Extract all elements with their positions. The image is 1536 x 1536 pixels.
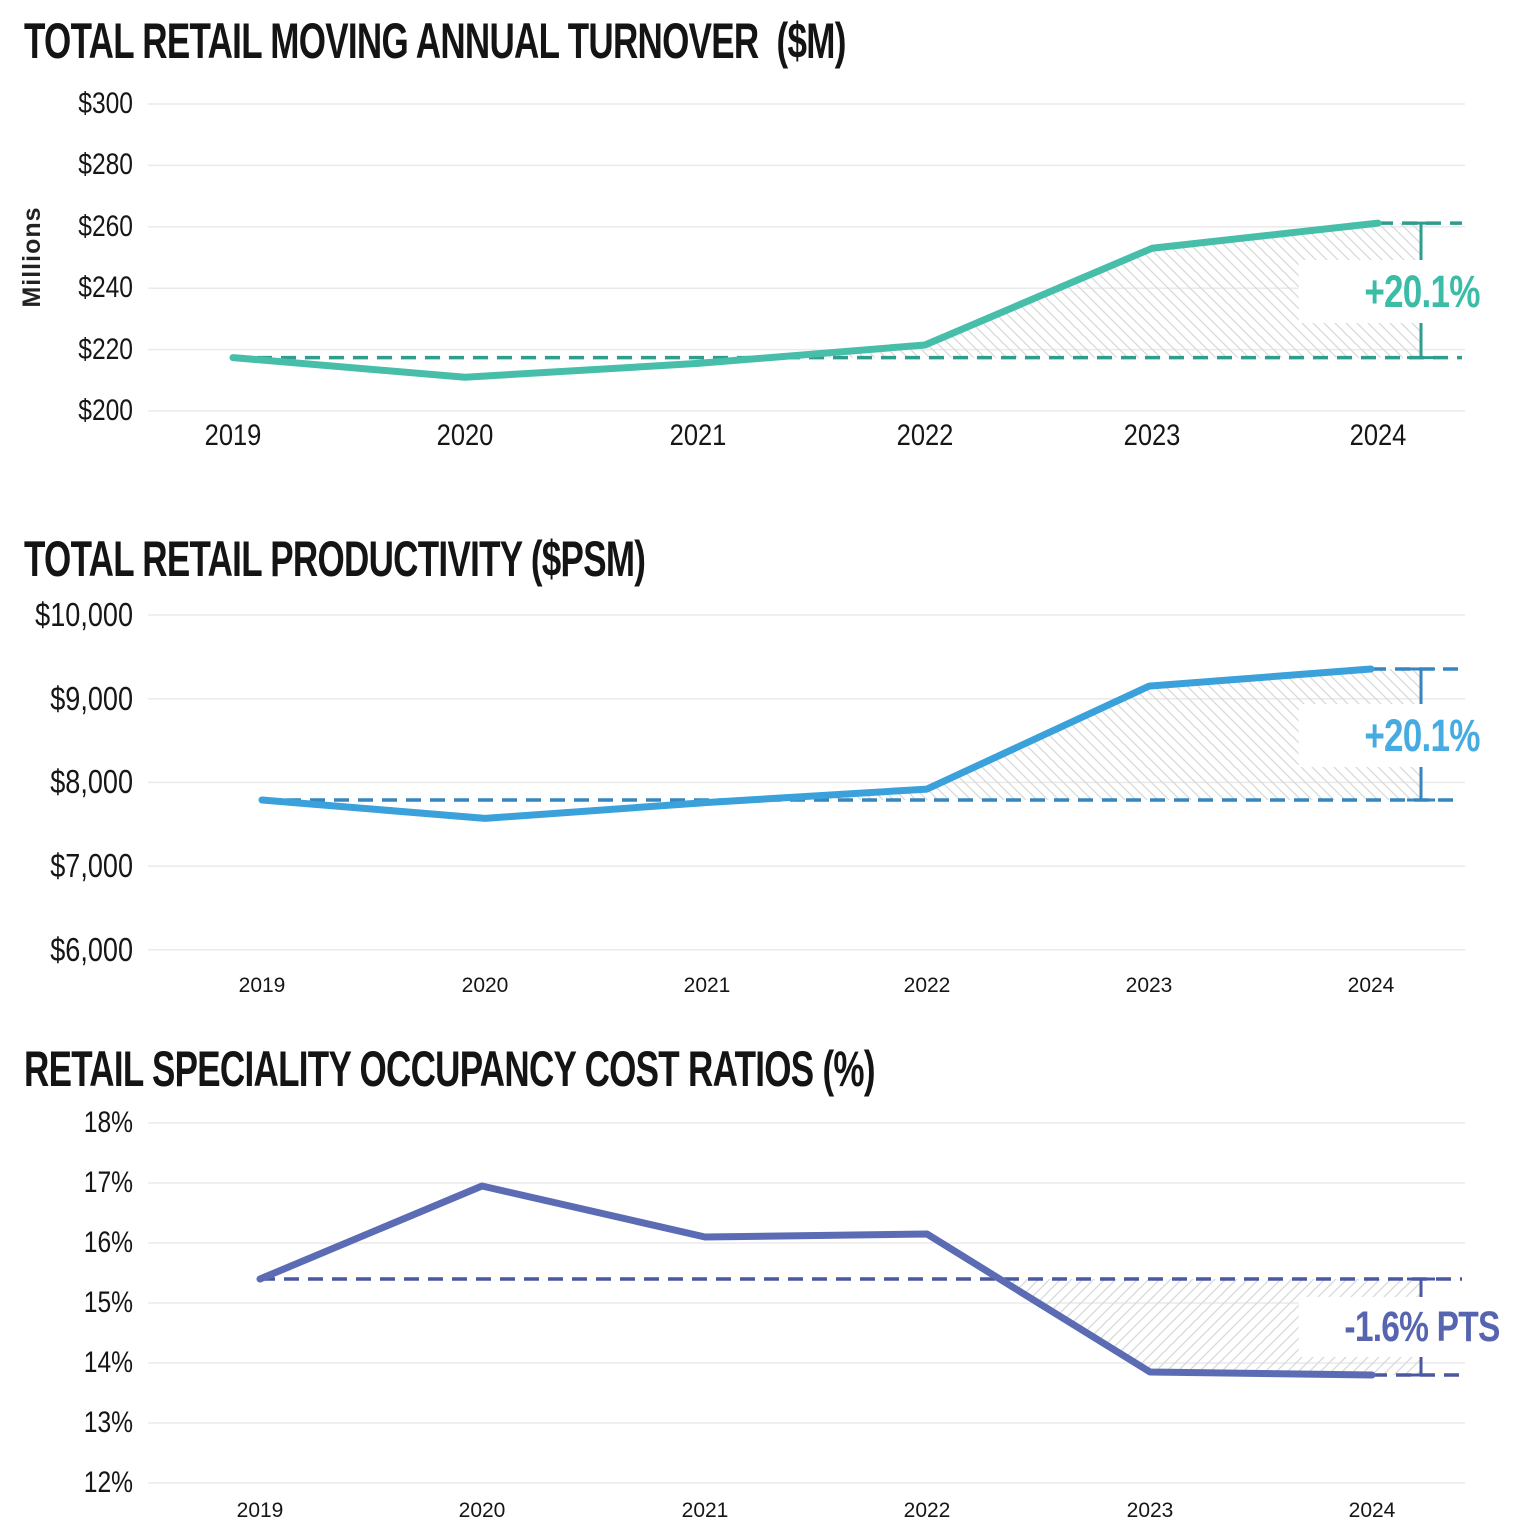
change-bracket	[1407, 667, 1435, 802]
turnover-chart-canvas	[148, 103, 1465, 412]
change-hatch-area	[769, 223, 1421, 358]
change-bracket	[1407, 1277, 1435, 1377]
data-line	[229, 219, 1382, 381]
y-axis-title: Millions	[18, 206, 46, 308]
change-bracket	[1407, 221, 1435, 360]
productivity-chart-canvas	[148, 614, 1465, 951]
data-line	[258, 665, 1375, 822]
occupancy-chart-canvas	[148, 1122, 1465, 1484]
chart-title: TOTAL RETAIL MOVING ANNUAL TURNOVER ($M)	[24, 13, 846, 69]
change-hatch-area	[748, 668, 1421, 800]
change-hatch-area	[999, 1279, 1421, 1375]
chart-title: RETAIL SPECIALITY OCCUPANCY COST RATIOS …	[24, 1041, 876, 1097]
data-line	[256, 1182, 1376, 1379]
chart-title: TOTAL RETAIL PRODUCTIVITY ($PSM)	[24, 531, 646, 587]
